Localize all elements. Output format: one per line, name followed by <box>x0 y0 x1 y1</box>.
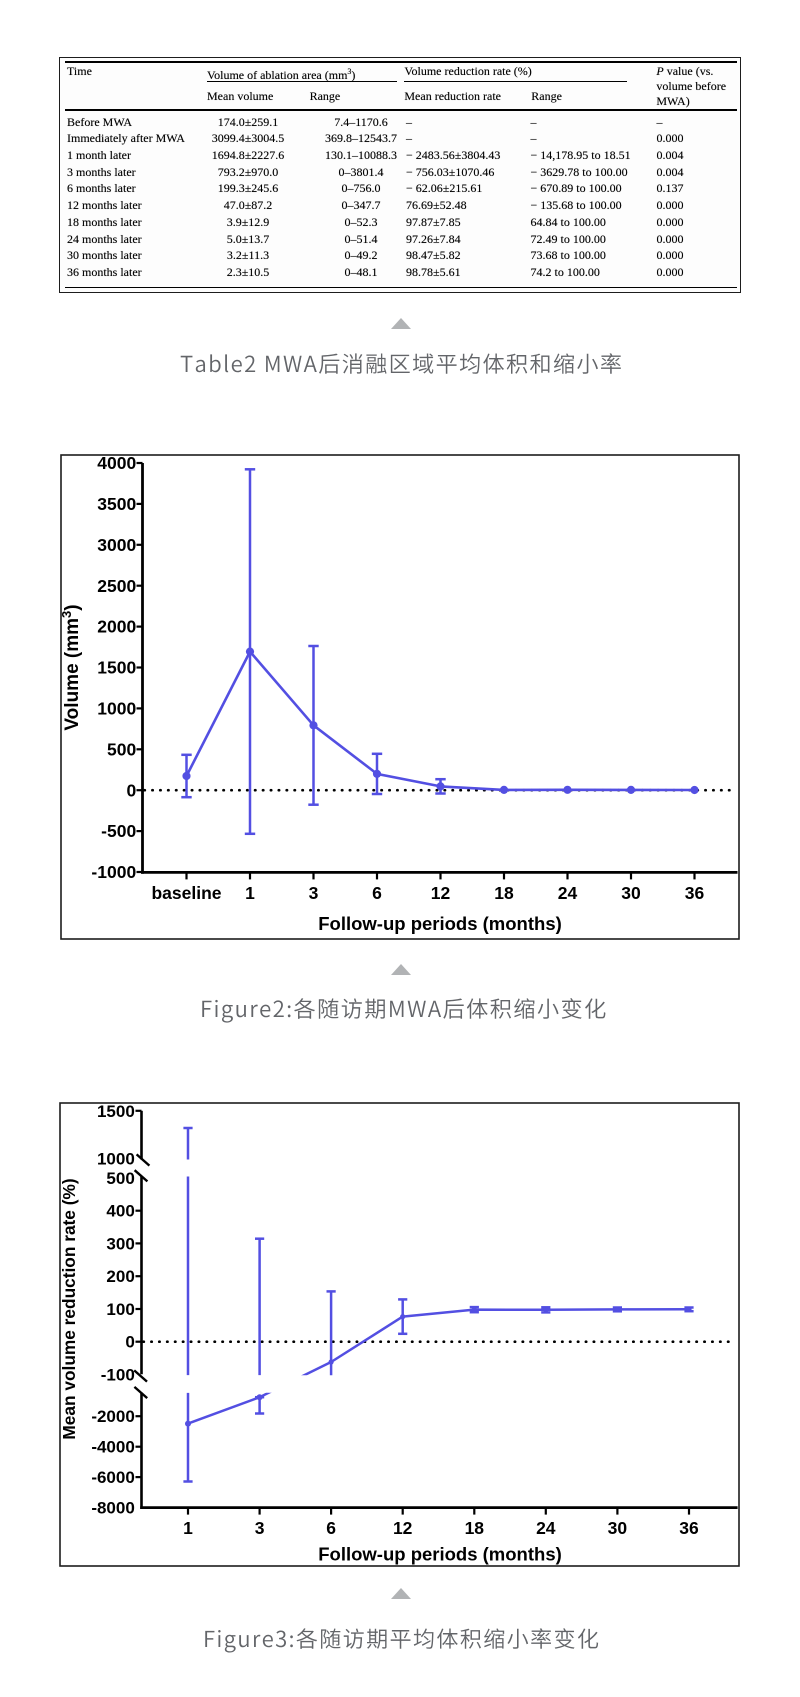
svg-text:12: 12 <box>393 1518 413 1538</box>
svg-text:36: 36 <box>685 883 705 903</box>
svg-text:500: 500 <box>107 739 136 759</box>
svg-text:Mean volume reduction rate (%): Mean volume reduction rate (%) <box>59 1178 79 1439</box>
svg-text:400: 400 <box>106 1202 134 1221</box>
svg-text:3: 3 <box>255 1518 265 1538</box>
svg-text:300: 300 <box>106 1234 134 1253</box>
svg-text:2500: 2500 <box>97 576 136 596</box>
svg-text:12: 12 <box>431 883 451 903</box>
svg-text:-4000: -4000 <box>91 1438 134 1457</box>
svg-text:1: 1 <box>245 883 255 903</box>
svg-text:Follow-up periods (months): Follow-up periods (months) <box>318 1544 562 1565</box>
svg-text:18: 18 <box>465 1518 485 1538</box>
svg-text:-100: -100 <box>101 1366 135 1385</box>
svg-text:3: 3 <box>309 883 319 903</box>
svg-text:Volume (mm3): Volume (mm3) <box>60 604 83 730</box>
svg-text:-6000: -6000 <box>91 1468 134 1487</box>
svg-text:1000: 1000 <box>97 1150 135 1169</box>
svg-text:Follow-up periods (months): Follow-up periods (months) <box>318 913 562 934</box>
svg-text:30: 30 <box>621 883 641 903</box>
svg-text:0: 0 <box>126 780 136 800</box>
svg-text:500: 500 <box>106 1169 134 1188</box>
svg-text:1: 1 <box>183 1518 193 1538</box>
svg-text:36: 36 <box>679 1518 699 1538</box>
svg-text:-2000: -2000 <box>91 1407 134 1426</box>
svg-text:1000: 1000 <box>97 699 136 719</box>
svg-text:3500: 3500 <box>97 494 136 514</box>
svg-text:-8000: -8000 <box>91 1499 134 1518</box>
svg-text:24: 24 <box>558 883 578 903</box>
svg-text:-500: -500 <box>101 821 136 841</box>
svg-text:6: 6 <box>372 883 382 903</box>
svg-text:0: 0 <box>125 1333 134 1352</box>
svg-text:18: 18 <box>494 883 514 903</box>
svg-text:3000: 3000 <box>97 535 136 555</box>
svg-text:1500: 1500 <box>97 1102 135 1121</box>
svg-text:baseline: baseline <box>151 883 221 903</box>
svg-text:100: 100 <box>106 1300 134 1319</box>
svg-text:24: 24 <box>536 1518 556 1538</box>
svg-text:2000: 2000 <box>97 617 136 637</box>
svg-text:1500: 1500 <box>97 658 136 678</box>
svg-text:4000: 4000 <box>97 454 136 473</box>
svg-text:-1000: -1000 <box>91 862 136 882</box>
svg-text:30: 30 <box>608 1518 628 1538</box>
svg-text:200: 200 <box>106 1267 134 1286</box>
svg-text:6: 6 <box>326 1518 336 1538</box>
